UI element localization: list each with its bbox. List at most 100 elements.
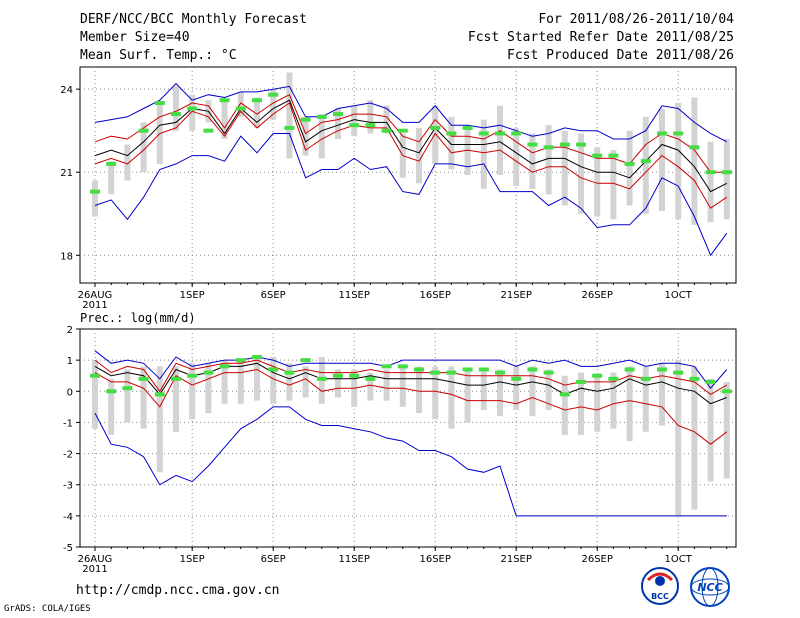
temp-observed-marker	[138, 128, 149, 133]
prec-member-range-bar	[237, 360, 244, 404]
prec-observed-marker	[414, 367, 424, 372]
temp-member-range-bar	[254, 97, 260, 128]
prec-observed-marker	[462, 367, 473, 372]
prec-member-range-bar	[156, 366, 163, 473]
temp-observed-marker	[106, 161, 117, 166]
prec-observed-marker	[721, 389, 732, 394]
prec-member-range-bar	[723, 381, 730, 479]
prec-x-tick-sublabel: 2011	[82, 564, 107, 575]
prec-observed-marker	[478, 367, 489, 372]
temp-x-tick-sublabel: 2011	[82, 300, 107, 311]
prec-observed-marker	[122, 386, 133, 391]
temp-member-range-bar	[578, 133, 584, 214]
ncc-logo-text: NCC	[697, 581, 722, 594]
prec-x-tick-label: 6SEP	[261, 554, 286, 565]
temp-member-range-bar	[642, 116, 649, 214]
temp-member-range-bar	[270, 89, 277, 120]
prec-plot-frame	[79, 328, 737, 548]
fcst-started-date: Fcst Started Refer Date 2011/08/25	[467, 30, 734, 45]
temp-observed-marker	[154, 101, 165, 105]
prec-observed-marker	[316, 376, 327, 381]
temp-member-range-bar	[529, 133, 536, 189]
temp-observed-marker	[349, 123, 360, 128]
temp-observed-marker	[495, 131, 505, 136]
temp-series-ensemble-mean	[94, 99, 728, 193]
temp-x-tick-label: 16SEP	[419, 290, 450, 301]
temp-member-range-bar	[723, 139, 730, 220]
temp-observed-marker	[673, 131, 684, 136]
temp-member-range-bar	[626, 130, 633, 206]
prec-observed-marker	[689, 376, 700, 381]
temp-x-tick-label: 26SEP	[581, 290, 612, 301]
prec-observed-marker	[624, 367, 635, 372]
prec-member-range-bar	[464, 369, 471, 423]
prec-member-range-bar	[399, 366, 406, 407]
temp-observed-marker	[171, 112, 181, 117]
prec-member-range-bar	[302, 366, 309, 398]
logos: BCC NCC	[641, 567, 730, 607]
prec-series-minimum	[94, 406, 727, 517]
prec-observed-marker	[138, 376, 149, 381]
temp-y-tick-label: 21	[60, 168, 73, 179]
prec-y-tick-label: -1	[63, 418, 73, 429]
temp-observed-marker	[478, 131, 489, 136]
prec-member-range-bar	[545, 369, 552, 410]
prec-x-tick-label: 16SEP	[419, 554, 450, 565]
prec-member-range-bar	[578, 372, 584, 435]
prec-member-range-bar	[513, 366, 520, 410]
prec-member-range-bar	[173, 366, 179, 432]
prec-observed-marker	[446, 370, 457, 375]
prec-member-range-bar	[642, 366, 649, 432]
prec-y-tick-label: 1	[67, 356, 73, 367]
temp-observed-marker	[365, 123, 376, 128]
temp-member-range-bar	[237, 91, 244, 117]
temp-observed-marker	[624, 161, 635, 166]
temp-observed-marker	[608, 153, 619, 158]
temp-member-range-bar	[594, 147, 601, 217]
prec-observed-marker	[235, 358, 246, 363]
prec-x-tick-label: 21SEP	[500, 554, 531, 565]
prec-member-range-bar	[124, 369, 131, 423]
prec-observed-marker	[511, 376, 522, 381]
temp-member-range-bar	[480, 119, 487, 189]
member-size: Member Size=40	[80, 30, 190, 45]
prec-y-tick-label: 2	[67, 325, 73, 336]
temp-observed-marker	[462, 125, 473, 130]
temp-member-range-bar	[140, 122, 147, 173]
prec-observed-marker	[284, 370, 295, 375]
temp-observed-marker	[397, 128, 408, 133]
temp-member-range-bar	[108, 161, 115, 195]
prec-observed-marker	[365, 376, 376, 381]
temp-observed-marker	[559, 142, 570, 147]
temp-member-range-bar	[221, 100, 228, 139]
temp-member-range-bar	[610, 150, 617, 220]
temp-member-range-bar	[691, 97, 698, 225]
prec-member-range-bar	[108, 378, 115, 435]
prec-member-range-bar	[416, 366, 422, 414]
temp-observed-marker	[705, 170, 716, 175]
prec-member-range-bar	[675, 360, 682, 516]
prec-observed-marker	[608, 376, 619, 381]
prec-observed-marker	[90, 373, 100, 378]
prec-observed-marker	[673, 370, 684, 375]
prec-series-mean-spread	[94, 359, 728, 395]
website-url[interactable]: http://cmdp.ncc.cma.gov.cn	[76, 583, 280, 598]
prec-observed-marker	[705, 379, 716, 384]
prec-member-range-bar	[432, 366, 439, 420]
prec-member-range-bar	[189, 363, 196, 420]
temp-observed-marker	[592, 153, 603, 158]
temp-series-minimum	[94, 133, 728, 257]
prec-member-range-bar	[659, 363, 665, 426]
temp-x-tick-label: 26AUG	[78, 290, 113, 301]
fcst-produced-date: Fcst Produced Date 2011/08/26	[507, 48, 734, 63]
temp-observed-marker	[203, 128, 214, 133]
prec-x-tick-label: 26AUG	[78, 554, 113, 565]
temp-observed-marker	[284, 125, 295, 130]
prec-observed-marker	[349, 373, 360, 378]
prec-member-range-bar	[286, 363, 293, 401]
temp-observed-marker	[90, 189, 100, 194]
temp-observed-marker	[316, 114, 327, 119]
prec-y-tick-label: -5	[63, 543, 73, 554]
chart-title: DERF/NCC/BCC Monthly Forecast	[80, 12, 307, 27]
temp-observed-marker	[333, 112, 343, 117]
